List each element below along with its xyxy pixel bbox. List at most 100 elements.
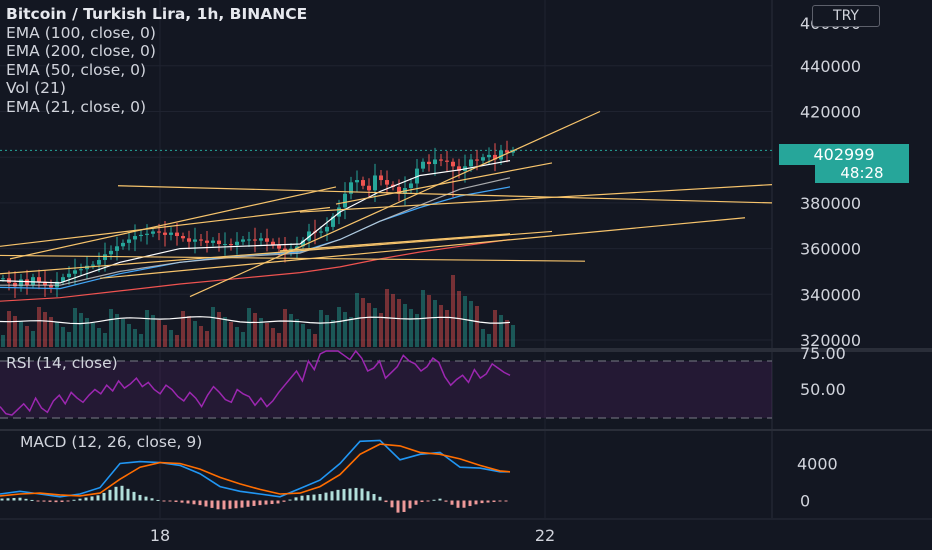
chart-legend: Bitcoin / Turkish Lira, 1h, BINANCE EMA … — [6, 5, 307, 116]
volume-bar — [367, 303, 371, 347]
volume-bar — [469, 301, 473, 347]
candle-body — [61, 277, 65, 282]
candle-body — [505, 150, 509, 153]
macd-histogram-bar — [474, 500, 478, 505]
volume-bar — [361, 298, 365, 347]
volume-bar — [247, 308, 251, 347]
trend-line — [117, 185, 773, 204]
macd-histogram-bar — [84, 497, 88, 501]
macd-legend[interactable]: MACD (12, 26, close, 9) — [20, 433, 203, 451]
candle-body — [349, 182, 353, 194]
volume-bar — [253, 313, 257, 347]
volume-bar — [487, 334, 491, 347]
macd-histogram-bar — [258, 500, 262, 506]
volume-bar — [145, 310, 149, 347]
candle-body — [103, 254, 107, 261]
rsi-tick-label: 50.00 — [800, 380, 846, 399]
macd-histogram-bar — [246, 500, 250, 507]
candle-body — [397, 186, 401, 194]
trend-lines[interactable] — [0, 110, 773, 298]
volume-bar — [115, 314, 119, 347]
volume-bar — [1, 335, 5, 347]
currency-button[interactable]: TRY — [812, 5, 880, 27]
macd-histogram-bar — [504, 500, 508, 502]
bar-countdown-tag: 48:28 — [815, 164, 909, 183]
candle-body — [181, 236, 185, 239]
volume-bar — [265, 323, 269, 347]
candle-body — [475, 159, 479, 161]
volume-bar — [193, 321, 197, 347]
volume-bar — [493, 310, 497, 347]
macd-histogram-bar — [420, 500, 424, 502]
candle-body — [139, 234, 143, 237]
macd-histogram-bar — [240, 500, 244, 508]
macd-histogram-bar — [60, 500, 64, 502]
macd-histogram-bar — [456, 500, 460, 508]
candle-body — [361, 180, 365, 186]
ema-line — [0, 160, 511, 284]
candle-body — [97, 260, 101, 265]
macd-histogram-bar — [102, 492, 106, 501]
macd-histogram-bar — [54, 500, 58, 503]
macd-histogram-bar — [372, 494, 376, 501]
candle-body — [31, 277, 35, 286]
volume-bar — [13, 316, 17, 347]
trend-line — [99, 217, 746, 279]
candle-body — [235, 241, 239, 246]
trend-line — [299, 184, 773, 213]
ema-line — [0, 186, 511, 290]
volume-bar — [31, 331, 35, 347]
candle-body — [493, 154, 497, 160]
candle-body — [163, 232, 167, 235]
time-tick-label: 22 — [535, 526, 555, 545]
volume-ma-line — [0, 316, 511, 325]
macd-histogram-bar — [234, 500, 238, 509]
volume-bar — [139, 334, 143, 347]
candle-body — [1, 278, 5, 280]
macd-histogram-bar — [120, 485, 124, 501]
candle-body — [439, 159, 443, 161]
macd-histogram-bar — [78, 498, 82, 501]
candle-body — [37, 277, 41, 282]
legend-volume[interactable]: Vol (21) — [6, 79, 66, 97]
rsi-path — [0, 349, 511, 416]
candle-body — [457, 166, 461, 171]
volume-bar — [313, 334, 317, 347]
volume-bar — [127, 324, 131, 347]
legend-ema21[interactable]: EMA (21, close, 0) — [6, 97, 147, 116]
candle-body — [145, 233, 149, 235]
macd-histogram-bar — [432, 499, 436, 501]
legend-ema200[interactable]: EMA (200, close, 0) — [6, 42, 156, 60]
volume-bar — [49, 317, 53, 347]
candle-body — [469, 159, 473, 167]
candle-body — [229, 244, 233, 246]
macd-histogram-bar — [306, 495, 310, 501]
volume-bar — [403, 304, 407, 347]
volume-bar — [85, 318, 89, 347]
volume-bar — [373, 308, 377, 347]
volume-bar — [91, 323, 95, 347]
candle-body — [211, 240, 215, 243]
grid-lines — [0, 0, 932, 520]
macd-histogram-bar — [324, 492, 328, 501]
time-axis[interactable]: 18 22 — [150, 526, 555, 545]
legend-ema100[interactable]: EMA (100, close, 0) — [6, 23, 156, 42]
trend-line — [9, 186, 337, 260]
volume-bar — [217, 312, 221, 347]
macd-histogram-bar — [114, 486, 118, 501]
candle-body — [175, 232, 179, 237]
volume-bar — [283, 309, 287, 347]
volume-bar — [439, 305, 443, 347]
candle-body — [451, 161, 455, 167]
volume-bar — [301, 324, 305, 347]
macd-histogram-bar — [126, 488, 130, 501]
legend-ema50[interactable]: EMA (50, close, 0) — [6, 60, 147, 79]
macd-histogram-bar — [468, 500, 472, 507]
volume-bar — [319, 310, 323, 347]
rsi-legend[interactable]: RSI (14, close) — [6, 354, 118, 372]
macd-histogram-bar — [66, 500, 70, 502]
macd-tick-label: 4000 — [797, 455, 838, 474]
macd-histogram-bar — [18, 497, 22, 501]
candle-body — [247, 239, 251, 241]
